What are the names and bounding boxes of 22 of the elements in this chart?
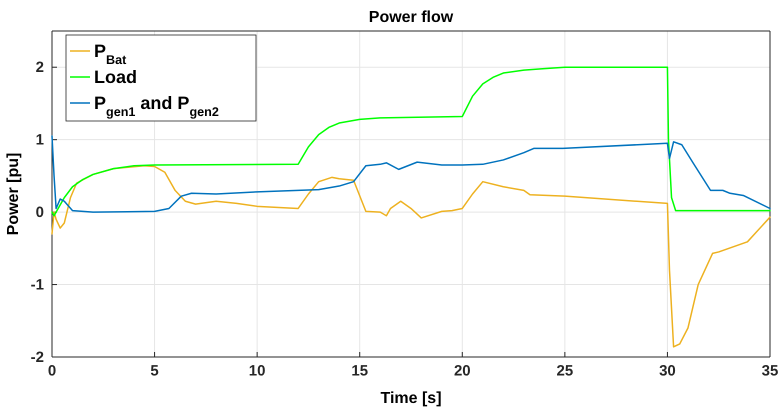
line-series bbox=[51, 164, 771, 348]
legend-label: Load bbox=[94, 67, 137, 87]
x-axis-title: Time [s] bbox=[380, 390, 442, 407]
x-tick-label: 25 bbox=[556, 362, 574, 380]
legend-label: P$_{Bat}$ bbox=[94, 41, 128, 67]
y-tick-label: -1 bbox=[30, 276, 44, 294]
y-axis-title: Power [pu] bbox=[5, 152, 22, 236]
chart-title: Power flow bbox=[368, 9, 454, 26]
x-tick-label: 15 bbox=[351, 362, 368, 380]
line-series bbox=[51, 66, 771, 216]
x-tick-label: 30 bbox=[659, 362, 676, 380]
x-tick-label: 10 bbox=[248, 362, 266, 380]
y-tick-label: 1 bbox=[36, 131, 44, 148]
y-tick-label: -2 bbox=[30, 348, 44, 366]
y-tick-label: 2 bbox=[36, 59, 44, 76]
line-series bbox=[51, 135, 771, 213]
x-tick-label: 0 bbox=[48, 362, 56, 380]
x-tick-label: 5 bbox=[150, 362, 159, 380]
y-tick-label: 0 bbox=[36, 204, 44, 221]
x-tick-label: 20 bbox=[454, 362, 471, 380]
legend-label: P$_{gen1}$ and P$_{gen2}$ bbox=[94, 93, 219, 119]
x-tick-label: 35 bbox=[762, 362, 778, 380]
